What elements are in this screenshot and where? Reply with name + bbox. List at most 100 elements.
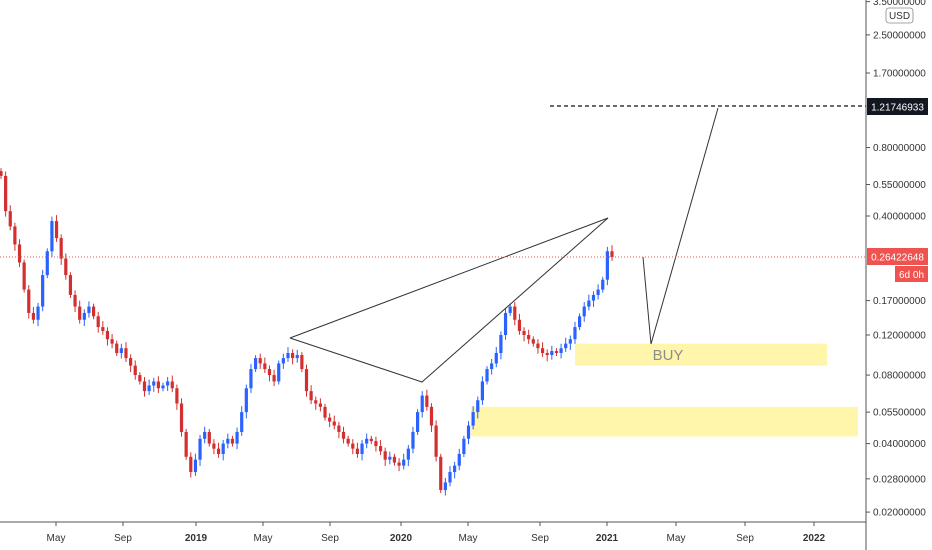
candle-59 (272, 369, 276, 387)
candle-77 (355, 442, 360, 458)
candle-42 (193, 453, 198, 476)
candle-72 (332, 415, 336, 430)
candle-43 (198, 435, 202, 466)
price-tick-label-4: 0.55000000 (873, 180, 926, 191)
candle-113 (522, 327, 526, 342)
candle-129 (596, 284, 600, 300)
candle-53 (244, 384, 248, 419)
countdown-tag (895, 266, 928, 282)
wedge-upper-line (289, 217, 609, 339)
candle-95 (439, 453, 443, 494)
candle-106 (490, 358, 494, 375)
candle-114 (527, 329, 531, 344)
time-tick-label-11: 2022 (803, 533, 826, 544)
time-tick-label-5: 2020 (390, 533, 413, 544)
candle-44 (203, 426, 207, 444)
candle-118 (545, 349, 549, 362)
candle-17 (78, 300, 82, 324)
drawings-layer (289, 107, 719, 383)
candle-74 (341, 426, 346, 444)
candle-80 (369, 435, 373, 445)
price-tick-label-2: 1.70000000 (873, 68, 926, 79)
candle-87 (402, 453, 406, 470)
candle-30 (138, 372, 142, 385)
candle-91 (420, 391, 424, 418)
candle-22 (101, 321, 105, 335)
price-tick-label-7: 0.12000000 (873, 331, 926, 342)
candle-70 (323, 403, 327, 421)
candle-16 (73, 290, 77, 313)
time-tick-label-9: May (667, 533, 686, 544)
candle-37 (170, 375, 174, 393)
candle-124 (573, 321, 577, 344)
candle-33 (152, 377, 156, 392)
candle-61 (281, 353, 285, 369)
candle-93 (429, 403, 434, 432)
candle-5 (22, 259, 26, 293)
candle-60 (277, 360, 281, 385)
candle-98 (453, 461, 457, 479)
candle-68 (314, 396, 318, 410)
time-tick-label-8: 2021 (596, 533, 619, 544)
candle-10 (45, 248, 49, 279)
time-tick-label-6: May (459, 533, 478, 544)
price-tick-label-12: 0.02000000 (873, 508, 926, 519)
candle-58 (267, 365, 272, 382)
candle-78 (360, 439, 364, 461)
target-price-value: 1.21746933 (871, 103, 924, 114)
candle-123 (568, 335, 572, 350)
candle-35 (161, 382, 165, 392)
candle-14 (64, 253, 68, 280)
candle-107 (494, 347, 498, 368)
candle-65 (300, 352, 304, 373)
candle-94 (434, 420, 438, 462)
candle-48 (221, 439, 225, 461)
candle-119 (550, 345, 554, 360)
price-tick-label-10: 0.04000000 (873, 439, 926, 450)
candle-62 (286, 347, 290, 362)
candle-97 (448, 466, 452, 487)
candle-112 (517, 313, 522, 335)
candle-19 (87, 301, 91, 318)
price-tick-label-11: 0.02800000 (873, 474, 926, 485)
wedge-lower-lines (289, 217, 609, 383)
candle-125 (577, 313, 582, 331)
candle-21 (96, 311, 100, 333)
candle-0 (0, 168, 3, 179)
candle-132 (610, 245, 614, 261)
price-tick-label-3: 0.80000000 (873, 143, 926, 154)
candle-3 (13, 222, 17, 251)
candles-layer (0, 168, 614, 496)
candle-117 (540, 342, 545, 357)
candle-20 (91, 303, 96, 320)
price-axis: 3.50000000 2.50000000 1.70000000 0.80000000… (866, 0, 926, 519)
candle-126 (582, 302, 586, 322)
candle-101 (466, 421, 471, 445)
candle-104 (480, 376, 484, 405)
candle-109 (503, 307, 508, 340)
candle-24 (110, 334, 114, 349)
candle-29 (133, 360, 137, 380)
projection-path (642, 107, 719, 345)
candle-40 (184, 429, 188, 460)
candle-116 (536, 339, 540, 354)
candle-79 (365, 433, 369, 449)
candle-103 (476, 396, 480, 419)
candle-4 (17, 239, 22, 268)
time-tick-label-0: May (47, 533, 66, 544)
candle-63 (291, 349, 295, 365)
candle-122 (564, 337, 568, 353)
candle-84 (388, 451, 392, 465)
candle-55 (253, 355, 258, 373)
candle-85 (392, 453, 397, 466)
candle-105 (485, 366, 489, 385)
time-axis: May Sep 2019 May Sep 2020 May Sep 2021 May Sep 2022 (47, 522, 826, 544)
candle-50 (230, 435, 235, 447)
candle-96 (443, 477, 447, 496)
candle-7 (31, 306, 36, 324)
candle-47 (216, 442, 221, 458)
candle-131 (605, 246, 609, 286)
candle-15 (68, 272, 73, 298)
candle-54 (249, 363, 253, 393)
